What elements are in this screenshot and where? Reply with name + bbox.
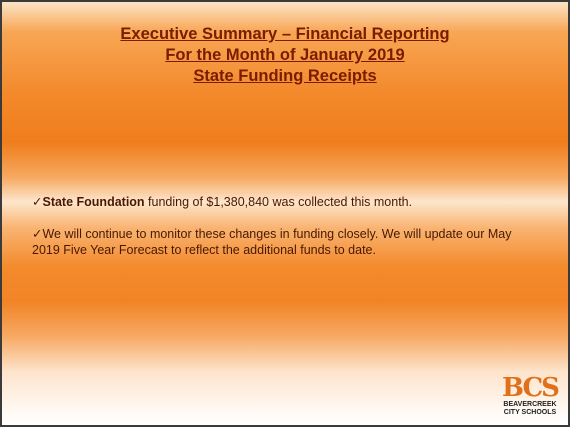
bullets: ✓State Foundation funding of $1,380,840 … bbox=[32, 194, 542, 274]
title: Executive Summary – Financial Reporting … bbox=[2, 24, 568, 87]
bullet-bold: State Foundation bbox=[42, 195, 145, 209]
logo-line: CITY SCHOOLS bbox=[503, 409, 557, 416]
bullet-text: funding of $1,380,840 was collected this… bbox=[148, 195, 413, 209]
bullet: ✓State Foundation funding of $1,380,840 … bbox=[32, 194, 542, 210]
title-line: For the Month of January 2019 bbox=[165, 46, 405, 64]
logo: BCS BEAVERCREEK CITY SCHOOLS bbox=[498, 375, 562, 417]
bullet: ✓We will continue to monitor these chang… bbox=[32, 226, 542, 258]
bullet-marker: ✓ bbox=[32, 227, 43, 241]
logo-line: BEAVERCREEK bbox=[503, 401, 557, 408]
bullet-marker: ✓ bbox=[32, 195, 43, 209]
logo-mark: BCS bbox=[502, 373, 560, 403]
title-line: State Funding Receipts bbox=[193, 67, 377, 85]
bullet-text: We will continue to monitor these change… bbox=[32, 227, 512, 257]
title-line: Executive Summary – Financial Reporting bbox=[120, 25, 450, 43]
